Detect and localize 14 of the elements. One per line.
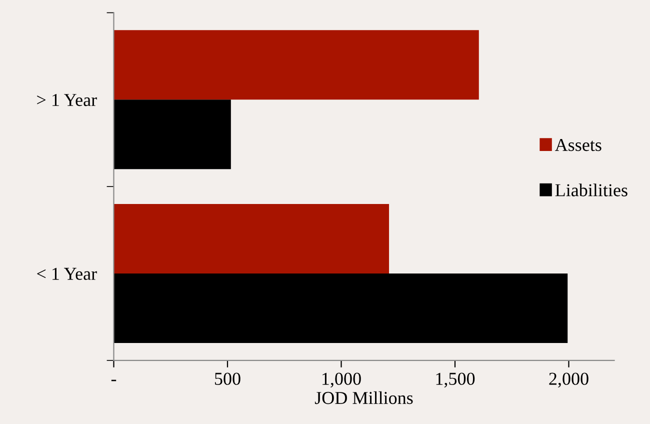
x-axis-title: JOD Millions bbox=[314, 391, 413, 404]
bar bbox=[114, 100, 231, 170]
x-tick-label: 500 bbox=[215, 372, 240, 385]
bar bbox=[114, 204, 390, 274]
bar bbox=[114, 30, 479, 100]
x-tick-label: 2,000 bbox=[549, 372, 588, 388]
x-tick-label: 1,000 bbox=[322, 372, 361, 388]
y-tick-label: > 1 Year bbox=[37, 94, 97, 106]
legend-label: Liabilities bbox=[555, 184, 628, 196]
bar bbox=[114, 273, 568, 344]
legend-label: Assets bbox=[555, 138, 602, 152]
y-tick-label: < 1 Year bbox=[37, 268, 97, 280]
x-tick-label: 1,500 bbox=[436, 372, 475, 388]
x-tick-label: - bbox=[111, 380, 116, 382]
